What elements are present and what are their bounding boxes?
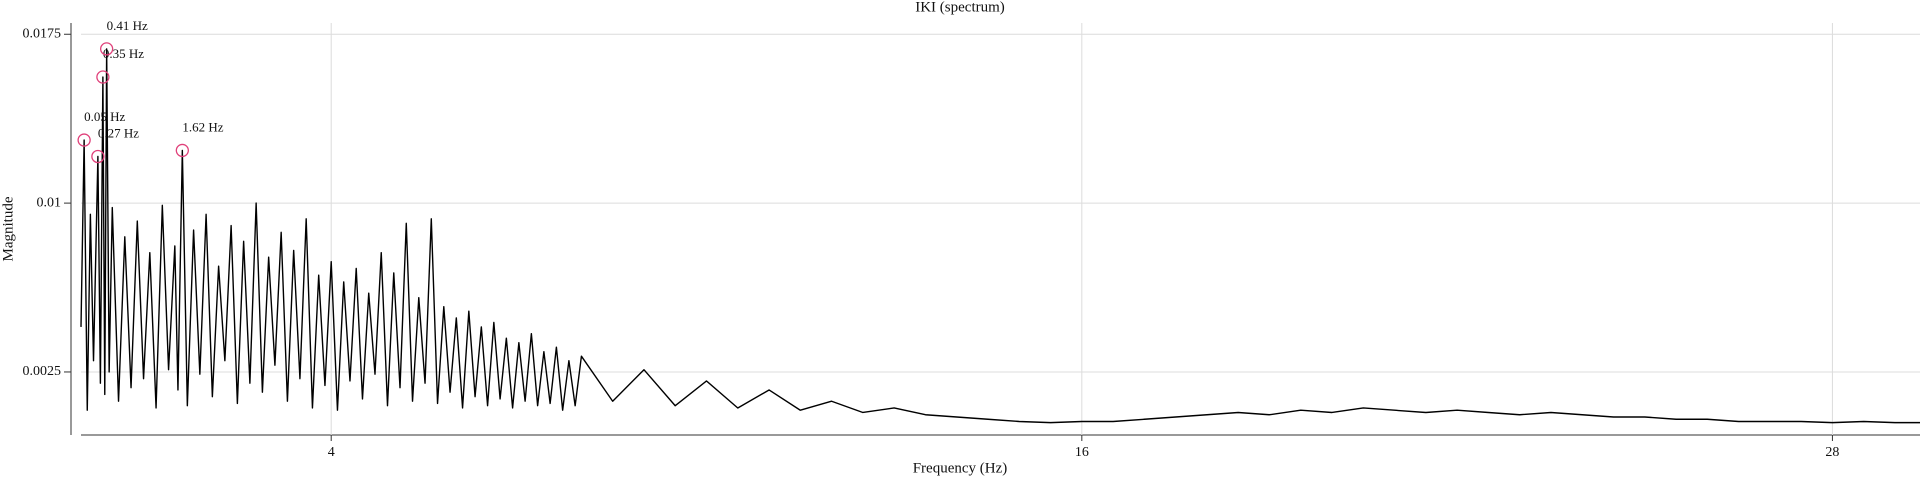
peak-marker xyxy=(91,149,105,164)
peak-label: 0.05 Hz xyxy=(84,109,125,124)
peak-label: 0.41 Hz xyxy=(107,18,148,33)
x-tick-label: 16 xyxy=(1075,445,1089,460)
x-tick-label: 28 xyxy=(1825,445,1839,460)
y-axis-label: Magnitude xyxy=(0,196,16,261)
peak-marker xyxy=(99,42,114,56)
spectrum-line xyxy=(80,48,1920,424)
peak-marker xyxy=(96,70,110,84)
y-tick-label: 0.0175 xyxy=(23,26,62,41)
peak-label: 1.62 Hz xyxy=(182,119,223,134)
x-axis-label: Frequency (Hz) xyxy=(913,460,1008,476)
peak-marker xyxy=(175,143,189,158)
chart-title: IKI (spectrum) xyxy=(915,0,1005,15)
y-tick-label: 0.0025 xyxy=(23,364,62,379)
y-tick-label: 0.01 xyxy=(37,195,62,210)
x-tick-label: 4 xyxy=(328,445,335,460)
peak-label: 0.27 Hz xyxy=(98,125,139,140)
peak-label: 0.35 Hz xyxy=(103,46,144,61)
peak-marker xyxy=(77,133,91,147)
